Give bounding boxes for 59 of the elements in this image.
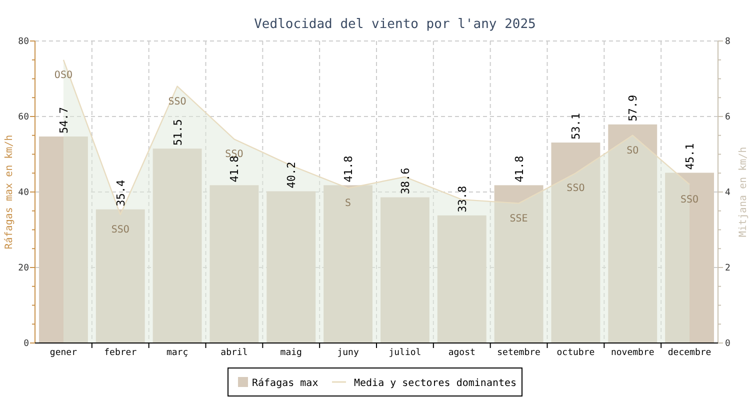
x-tick-label: febrer: [104, 348, 138, 358]
data-label: 53.1: [570, 113, 583, 140]
bar: [152, 148, 202, 343]
y-axis-title: Ráfagas max en km/h: [4, 134, 15, 250]
bar: [96, 209, 145, 343]
data-label: 41.8: [342, 156, 356, 182]
x-tick-label: maig: [280, 348, 302, 358]
x-tick-label: setembre: [497, 348, 540, 358]
bar: [210, 185, 259, 343]
data-label: 57.9: [626, 94, 640, 122]
bar: [551, 142, 600, 343]
legend-label: Media y sectores dominantes: [354, 378, 517, 389]
y2-tick-label: 8: [725, 37, 730, 47]
data-label: 40.2: [285, 162, 298, 188]
data-label: SSO: [566, 183, 585, 194]
data-label: 33.8: [456, 186, 469, 212]
data-label: SSE: [510, 213, 528, 224]
data-label: 51.5: [171, 119, 184, 146]
x-tick-label: decembre: [668, 348, 712, 358]
data-label: SSO: [168, 96, 186, 108]
data-label: OSO: [54, 70, 72, 81]
y2-axis-title: Mitjana en km/h: [738, 146, 749, 238]
bar: [437, 215, 486, 343]
bar: [380, 197, 430, 343]
chart-title: Vedlocidad del viento por l'any 2025: [254, 17, 536, 32]
y2-tick-label: 6: [725, 112, 730, 122]
x-tick-label: octubre: [556, 348, 595, 358]
x-tick-label: novembre: [610, 348, 654, 358]
x-tick-label: juny: [337, 348, 360, 358]
x-tick-label: març: [166, 348, 188, 358]
y-tick-label: 80: [18, 37, 29, 47]
data-label: 41.8: [512, 156, 526, 182]
legend-label: Ráfagas max: [252, 378, 318, 389]
y-tick-label: 60: [18, 112, 29, 122]
x-tick-label: juliol: [388, 348, 422, 358]
data-label: 54.7: [57, 107, 70, 134]
data-label: SSO: [680, 194, 699, 206]
y-tick-label: 0: [24, 339, 29, 349]
bar: [608, 124, 658, 343]
x-tick-label: agost: [448, 348, 476, 358]
data-label: 41.8: [228, 156, 242, 182]
bar: [266, 191, 316, 343]
y-tick-label: 20: [18, 264, 29, 274]
data-label: 35.4: [114, 179, 128, 206]
bar: [38, 136, 88, 343]
y2-tick-label: 0: [725, 339, 730, 349]
y2-tick-label: 2: [725, 264, 730, 274]
x-tick-label: abril: [220, 348, 248, 358]
data-label: SO: [626, 145, 639, 156]
bar: [494, 185, 544, 343]
y-tick-label: 40: [18, 188, 29, 198]
x-tick-label: gener: [50, 348, 78, 358]
bar: [324, 185, 373, 343]
data-label: 38.6: [398, 168, 412, 194]
data-label: S: [345, 198, 352, 210]
y2-tick-label: 4: [725, 188, 730, 198]
data-label: 45.1: [684, 143, 697, 170]
data-label: SSO: [111, 224, 130, 236]
bar: [665, 172, 714, 343]
